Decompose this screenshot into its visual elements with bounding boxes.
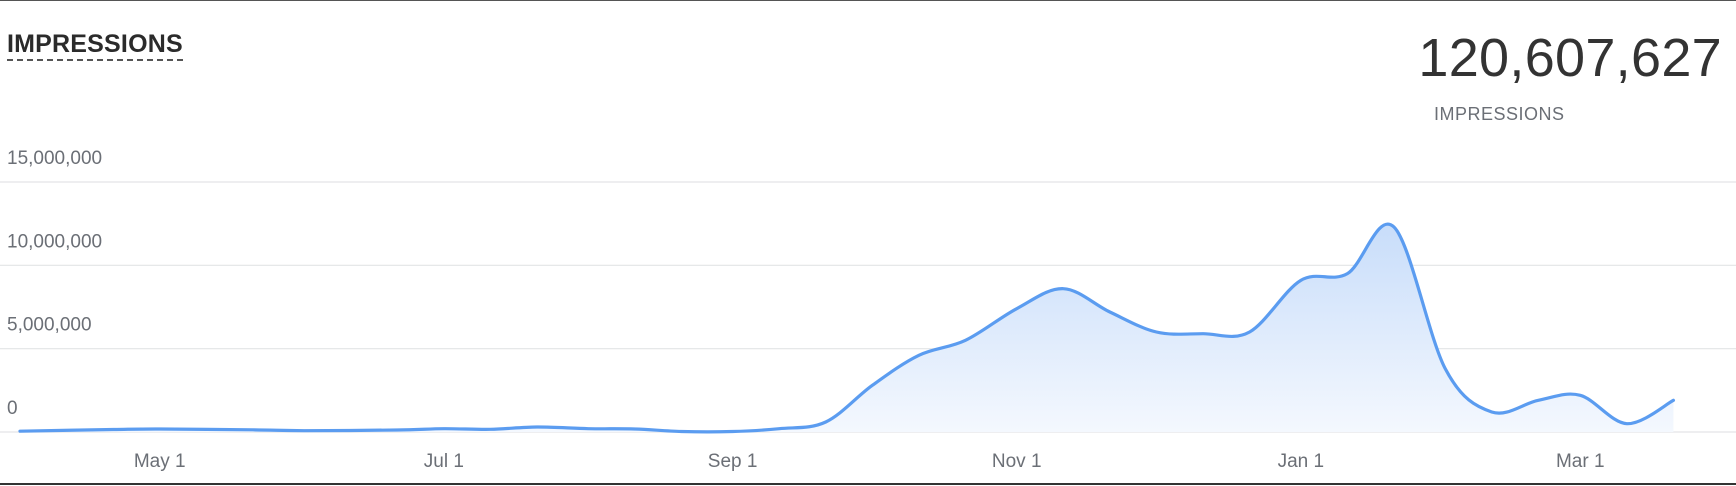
y-tick-label: 5,000,000 bbox=[7, 315, 92, 336]
x-tick-label: Sep 1 bbox=[708, 451, 758, 472]
y-tick-label: 0 bbox=[7, 398, 18, 419]
total-impressions-value: 120,607,627 bbox=[1418, 28, 1722, 88]
x-tick-label: Nov 1 bbox=[992, 451, 1042, 472]
y-tick-label: 15,000,000 bbox=[7, 148, 102, 169]
series-area-fill bbox=[20, 224, 1674, 432]
top-border bbox=[0, 0, 1736, 1]
x-tick-label: Jul 1 bbox=[424, 451, 464, 472]
series-layer bbox=[18, 222, 1676, 434]
series-line[interactable] bbox=[18, 222, 1676, 434]
widget-title[interactable]: IMPRESSIONS bbox=[7, 30, 183, 61]
x-tick-label: Mar 1 bbox=[1556, 451, 1605, 472]
x-tick-label: May 1 bbox=[134, 451, 186, 472]
x-axis-ticks: May 1 Jul 1 Sep 1 Nov 1 Jan 1 Mar 1 bbox=[134, 451, 1605, 472]
y-axis-ticks: 0 5,000,000 10,000,000 15,000,000 bbox=[7, 148, 102, 419]
bottom-border bbox=[0, 483, 1736, 485]
y-tick-label: 10,000,000 bbox=[7, 231, 102, 252]
x-tick-label: Jan 1 bbox=[1278, 451, 1324, 472]
total-impressions-label: IMPRESSIONS bbox=[1434, 104, 1565, 124]
